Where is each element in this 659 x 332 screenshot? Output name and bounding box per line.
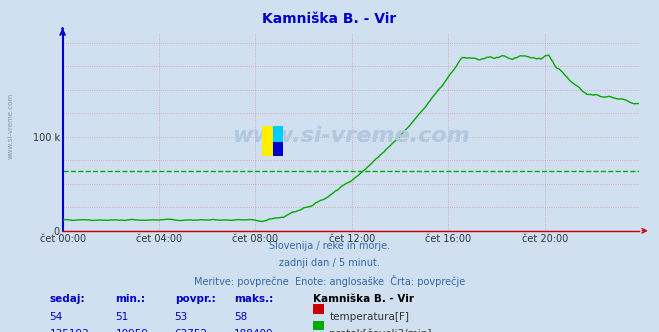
Text: Meritve: povprečne  Enote: anglosaške  Črta: povprečje: Meritve: povprečne Enote: anglosaške Črt…	[194, 275, 465, 287]
Text: 188400: 188400	[234, 329, 273, 332]
Text: 53: 53	[175, 312, 188, 322]
Text: Kamniška B. - Vir: Kamniška B. - Vir	[313, 294, 414, 304]
Text: sedaj:: sedaj:	[49, 294, 85, 304]
Text: 54: 54	[49, 312, 63, 322]
Text: zadnji dan / 5 minut.: zadnji dan / 5 minut.	[279, 258, 380, 268]
Text: temperatura[F]: temperatura[F]	[330, 312, 409, 322]
Bar	[273, 126, 283, 156]
Text: www.si-vreme.com: www.si-vreme.com	[232, 126, 470, 146]
Text: www.si-vreme.com: www.si-vreme.com	[8, 93, 14, 159]
Bar	[273, 126, 283, 142]
Text: 63752: 63752	[175, 329, 208, 332]
Bar	[262, 126, 273, 156]
Text: min.:: min.:	[115, 294, 146, 304]
Text: 10959: 10959	[115, 329, 148, 332]
Text: Slovenija / reke in morje.: Slovenija / reke in morje.	[269, 241, 390, 251]
Text: 51: 51	[115, 312, 129, 322]
Text: pretok[čevelj3/min]: pretok[čevelj3/min]	[330, 329, 432, 332]
Text: 58: 58	[234, 312, 247, 322]
Text: Kamniška B. - Vir: Kamniška B. - Vir	[262, 12, 397, 26]
Text: povpr.:: povpr.:	[175, 294, 215, 304]
Text: maks.:: maks.:	[234, 294, 273, 304]
Text: 135193: 135193	[49, 329, 89, 332]
